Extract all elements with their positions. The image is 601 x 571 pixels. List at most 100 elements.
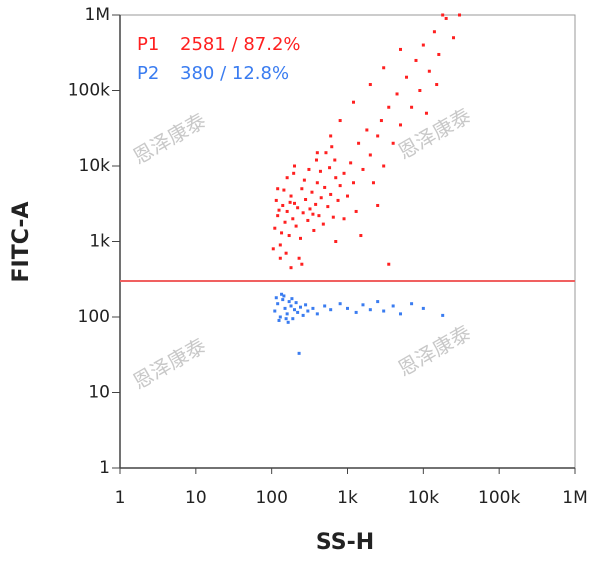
data-point: [336, 198, 340, 202]
data-point: [282, 294, 286, 298]
data-point: [368, 153, 372, 157]
data-point: [291, 317, 295, 321]
data-point: [278, 315, 282, 319]
watermark: 恩泽康泰: [129, 333, 210, 394]
data-point: [354, 310, 358, 314]
y-axis-title: FITC-A: [9, 201, 34, 282]
data-point: [273, 309, 277, 313]
x-tick-label: 10k: [408, 488, 440, 508]
data-point: [292, 308, 296, 312]
data-point: [346, 194, 349, 198]
data-point: [424, 111, 428, 115]
data-point: [273, 226, 277, 230]
data-point: [321, 222, 325, 226]
data-point: [276, 302, 280, 306]
x-tick-label: 10: [185, 488, 207, 508]
data-point: [331, 215, 335, 219]
data-point: [276, 214, 280, 218]
data-point: [329, 192, 333, 196]
data-point: [318, 169, 322, 173]
data-point: [315, 312, 319, 316]
data-point: [395, 92, 399, 96]
data-point: [276, 187, 280, 191]
data-point: [298, 305, 302, 309]
data-point: [307, 167, 311, 171]
data-point: [352, 100, 356, 104]
y-tick-label: 1M: [85, 5, 110, 25]
data-point: [308, 207, 312, 211]
data-point: [284, 317, 288, 321]
data-point: [290, 297, 294, 301]
y-tick-label: 100k: [68, 81, 110, 101]
data-point: [399, 47, 403, 51]
data-point: [283, 306, 287, 310]
y-tick-label: 1k: [89, 232, 110, 252]
data-point: [286, 320, 290, 324]
data-point: [338, 119, 342, 123]
data-point: [410, 105, 414, 109]
data-point: [306, 218, 310, 222]
data-point: [296, 206, 300, 210]
data-point: [330, 145, 334, 149]
data-point: [352, 181, 356, 185]
data-point: [280, 292, 284, 296]
data-point: [297, 256, 301, 260]
data-point: [289, 304, 293, 308]
data-point: [435, 83, 439, 87]
data-point: [371, 181, 375, 185]
legend-stats: 380 / 12.8%: [180, 63, 289, 84]
data-point: [289, 266, 293, 270]
data-point: [338, 184, 342, 188]
x-tick-label: 1: [115, 488, 126, 508]
data-point: [324, 151, 328, 155]
data-point: [271, 247, 275, 251]
data-point: [328, 166, 332, 170]
y-tick-label: 10: [88, 383, 110, 403]
data-point: [314, 202, 318, 206]
data-point: [278, 256, 282, 260]
data-point: [418, 89, 422, 92]
data-point: [441, 313, 445, 317]
data-point: [278, 243, 282, 247]
data-point: [354, 209, 358, 213]
watermark: 恩泽康泰: [394, 103, 475, 164]
x-tick-label: 100: [255, 488, 287, 508]
data-point: [458, 13, 462, 17]
data-point: [288, 200, 292, 204]
data-point: [452, 36, 456, 40]
data-point: [323, 304, 327, 308]
data-point: [421, 306, 425, 310]
watermark: 恩泽康泰: [129, 108, 210, 169]
data-point: [289, 194, 293, 198]
watermark: 恩泽康泰: [394, 320, 475, 381]
data-point: [349, 161, 353, 165]
data-point: [405, 75, 409, 79]
data-point: [338, 302, 342, 306]
data-point: [368, 308, 372, 312]
data-point: [319, 196, 323, 200]
data-point: [314, 158, 318, 162]
data-point: [292, 164, 296, 168]
data-point: [399, 312, 403, 316]
data-point: [357, 141, 361, 145]
data-point: [329, 308, 333, 312]
data-point: [277, 208, 281, 212]
y-tick-label: 10k: [79, 156, 111, 176]
data-point: [292, 201, 296, 205]
x-axis-title: SS-H: [316, 530, 374, 555]
data-point: [297, 351, 301, 355]
data-point: [310, 190, 314, 194]
data-point: [387, 262, 391, 266]
data-point: [376, 300, 380, 304]
data-point: [300, 187, 304, 191]
data-point: [283, 220, 287, 224]
legend-name: P1: [137, 34, 159, 55]
data-point: [274, 296, 278, 300]
data-point: [323, 185, 327, 189]
data-point: [304, 303, 308, 307]
data-point: [298, 236, 302, 240]
data-point: [301, 313, 305, 317]
data-point: [444, 16, 448, 20]
data-point: [285, 176, 289, 180]
data-point: [342, 171, 346, 175]
